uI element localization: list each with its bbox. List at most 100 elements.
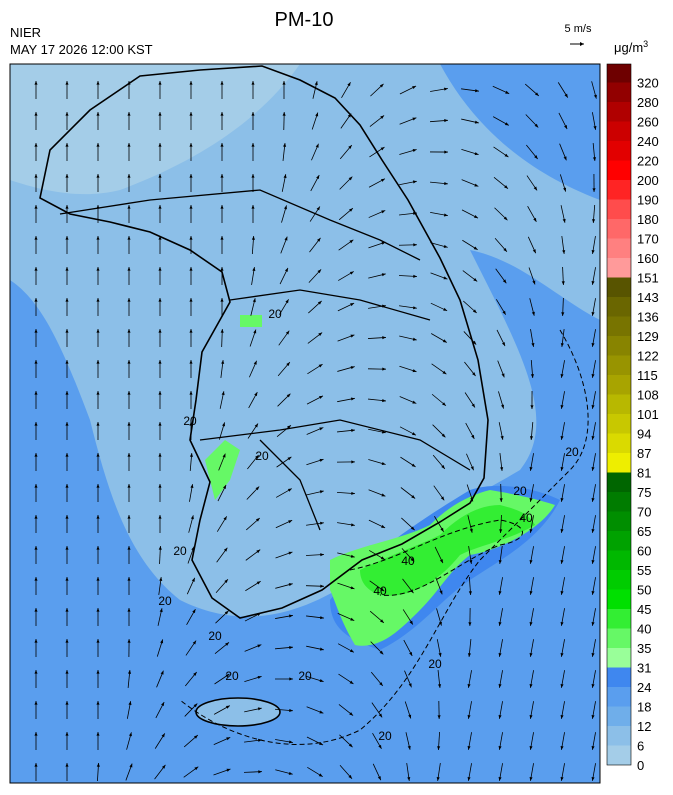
wind-arrow-head [377,776,381,781]
wind-arrow-head [443,244,448,248]
wind-arrow-head [65,484,69,488]
wind-arrow-head [220,81,224,85]
wind-arrow-head [289,708,293,712]
colorbar-label: 0 [637,758,644,773]
wind-arrow-head [348,774,353,779]
wind-arrow-head [65,298,69,302]
wind-arrow-head [467,714,471,719]
wind-arrow-head [220,236,224,240]
wind-arrow-head [444,181,448,186]
contour-label: 20 [565,445,579,459]
wind-arrow-head [65,360,69,364]
wind-arrow-head [413,243,417,247]
wind-arrow-head [226,737,231,741]
wind-arrow-head [381,461,386,465]
wind-arrow-head [413,274,417,278]
wind-arrow-head [65,112,69,116]
wind-scale-head [580,42,584,46]
wind-arrow-head [189,391,193,395]
wind-arrow-head [288,551,293,555]
wind-arrow-head [316,175,320,180]
wind-arrow-head [223,516,227,521]
wind-arrow-head [316,206,320,211]
wind-arrow-head [380,115,385,119]
wind-arrow-head [34,112,38,116]
wind-arrow-head [501,373,505,378]
wind-arrow-head [284,236,288,241]
wind-arrow-head [467,683,471,688]
wind-arrow-head [225,705,230,709]
wind-arrow-head [591,311,595,316]
wind-arrow-head [158,205,162,209]
colorbar-label: 190 [637,193,659,208]
colorbar-label: 180 [637,212,659,227]
wind-arrow-head [560,652,564,657]
wind-arrow-head [34,267,38,271]
wind-arrow-head [220,205,224,209]
colorbar-swatch [607,316,631,336]
contour-20 [179,329,589,745]
wind-arrow-head [349,680,354,684]
wind-arrow-head [65,453,69,457]
wind-arrow-head [380,619,384,623]
wind-arrow-head [412,400,417,404]
wind-arrow-head [350,586,355,590]
colorbar-label: 24 [637,680,651,695]
wind-arrow-head [474,215,479,219]
unit: μg/m [614,40,643,55]
wind-arrow-head [256,581,261,585]
wind-arrow-head [437,715,441,719]
wind-arrow-head [160,639,164,644]
wind-arrow-head [504,153,509,158]
wind-arrow-head [191,577,195,582]
colorbar-swatch [607,199,631,219]
wind-arrow-head [320,521,324,525]
wind-arrow-head [220,329,224,333]
wind-arrow-head [34,763,38,767]
colorbar-frame [606,63,632,766]
wind-arrow-head [437,746,441,750]
colorbar-label: 12 [637,719,651,734]
wind-arrow-head [319,490,324,494]
wind-arrow-head [127,360,131,364]
colorbar-label: 65 [637,524,651,539]
wind-arrow-head [127,298,131,302]
colorbar-label: 50 [637,583,651,598]
colorbar-swatch [607,102,631,122]
wind-arrow-head [127,639,131,643]
wind-arrow-head [591,745,595,750]
wind-arrow-head [317,269,322,274]
wind-arrow-head [591,404,595,409]
wind-arrow-head [257,644,262,648]
wind-arrow-head [348,145,352,149]
wind-arrow-head [257,675,262,679]
unit-label: μg/m3 [614,39,648,55]
wind-arrow-head [96,577,100,581]
wind-arrow-head [160,670,164,675]
wind-arrow-head [34,515,38,519]
wind-arrow-head [127,608,131,612]
wind-arrow-head [220,143,224,147]
wind-arrow-head [381,273,386,277]
wind-arrow-head [442,370,447,375]
contour-label: 40 [401,554,415,568]
wind-arrow-head [289,677,293,681]
wind-arrow-head [591,590,595,595]
wind-arrow-head [534,92,539,96]
colorbar-label: 122 [637,349,659,364]
colorbar-label: 143 [637,290,659,305]
contour-label: 20 [378,729,392,743]
wind-arrow-head [593,94,597,99]
wind-arrow-head [531,342,535,347]
wind-arrow-head [220,112,224,116]
wind-arrow-head [34,608,38,612]
wind-arrow-head [591,373,595,378]
wind-arrow-head [591,559,595,564]
wind-arrow-head [257,707,262,711]
wind-arrow-head [34,143,38,147]
wind-arrow-head [127,81,131,85]
contour-label: 20 [268,307,282,321]
wind-arrow-head [193,672,197,676]
wind-arrow-head [348,176,353,181]
wind-arrow-head [472,372,476,377]
